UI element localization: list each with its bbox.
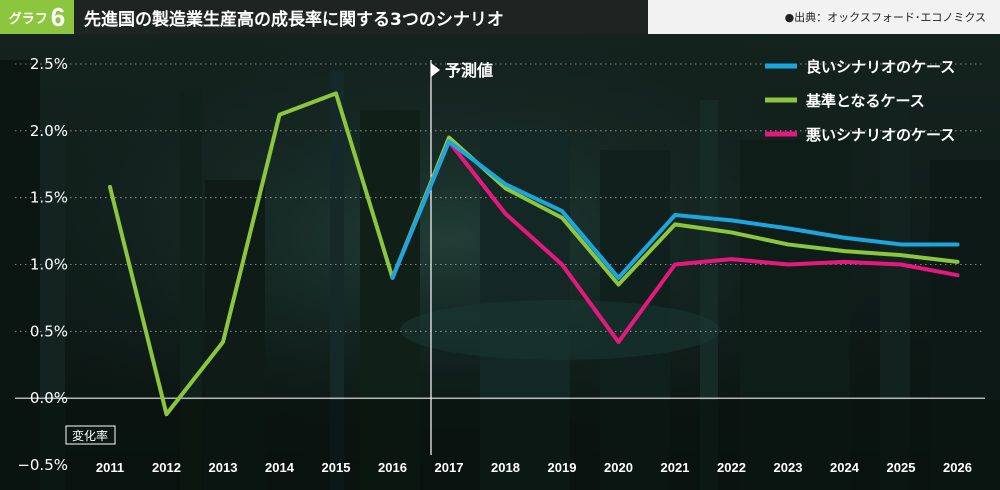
graph-badge: グラフ 6 [0, 0, 74, 34]
y-axis-ticks: 2.5% 2.0% 1.5% 1.0% 0.5% 0.0% −0.5% [17, 55, 68, 474]
badge-label: グラフ [8, 11, 48, 27]
x-tick-label: 2024 [830, 460, 860, 475]
x-tick-label: 2021 [661, 460, 690, 475]
legend-label: 基準となるケース [805, 92, 925, 110]
x-tick-label: 2012 [152, 460, 181, 475]
x-tick-label: 2015 [322, 460, 351, 475]
legend-label: 悪いシナリオのケース [806, 126, 955, 144]
series-lines [108, 91, 960, 417]
series-line [390, 139, 960, 280]
x-axis-ticks: 2011 2012 2013 2014 2015 2016 2017 2018 2019 2020… [96, 460, 972, 475]
y-axis-label: 変化率 [72, 428, 108, 443]
y-tick-label: 0.5% [30, 322, 68, 340]
y-tick-label: 1.0% [30, 256, 68, 274]
x-tick-label: 2011 [96, 460, 124, 475]
x-tick-label: 2023 [774, 460, 803, 475]
source-note: ●出典：オックスフォード･エコノミクス [648, 0, 1000, 34]
line-chart: 予測値 2.5%2.0%1.5%1.0%0.5%0.0%−0.5% 2011 20… [0, 34, 1000, 490]
x-tick-label: 2019 [548, 460, 577, 475]
series-line [390, 139, 960, 345]
y-tick-label: 2.0% [30, 122, 68, 140]
badge-number: 6 [50, 1, 66, 32]
x-tick-label: 2014 [265, 460, 295, 475]
y-tick-label: −0.5% [17, 456, 68, 474]
forecast-arrow-icon [431, 63, 440, 77]
x-tick-label: 2013 [209, 460, 238, 475]
legend-label: 良いシナリオのケース [806, 58, 955, 76]
series-line [108, 91, 960, 417]
x-tick-label: 2026 [943, 460, 972, 475]
x-tick-label: 2025 [887, 460, 916, 475]
y-tick-label: 0.0% [30, 389, 68, 407]
chart-title: 先進国の製造業生産高の成長率に関する3つのシナリオ [84, 9, 504, 30]
x-tick-label: 2020 [604, 460, 633, 475]
y-tick-label: 2.5% [30, 55, 68, 73]
y-tick-label: 1.5% [30, 189, 68, 207]
x-tick-label: 2016 [378, 460, 407, 475]
x-tick-label: 2018 [491, 460, 520, 475]
x-tick-label: 2017 [435, 460, 464, 475]
y-axis-title: 変化率 [65, 425, 116, 445]
forecast-label: 予測値 [445, 61, 493, 80]
x-tick-label: 2022 [717, 460, 746, 475]
